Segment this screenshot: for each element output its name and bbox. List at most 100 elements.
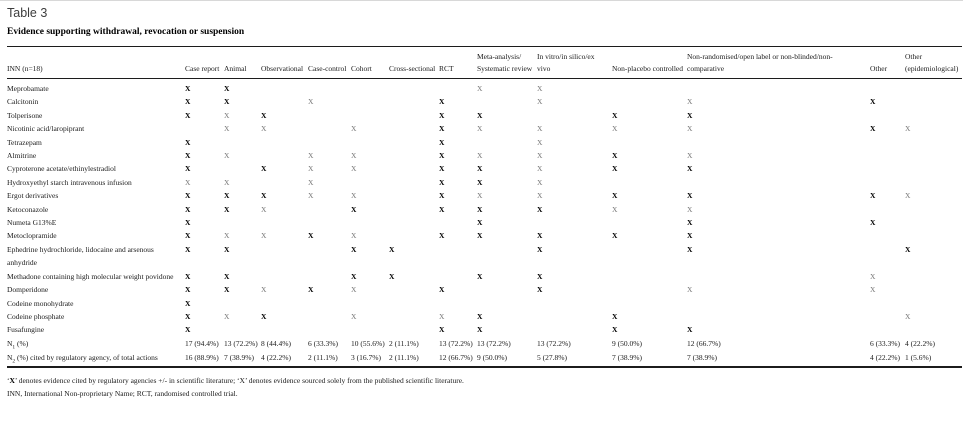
x-mark-literature: X [351, 151, 357, 161]
evidence-cell [870, 229, 905, 242]
evidence-cell: X [224, 95, 261, 108]
evidence-cell [261, 216, 308, 229]
evidence-cell: X [537, 229, 612, 242]
x-mark-literature: X [612, 204, 618, 214]
evidence-table: INN (n=18) Case report Animal Observationa… [7, 46, 962, 368]
evidence-cell: X [439, 162, 477, 175]
evidence-cell [389, 162, 439, 175]
evidence-cell [439, 270, 477, 283]
evidence-cell: X [687, 203, 870, 216]
x-mark-literature: X [224, 124, 230, 134]
column-header-inn: INN (n=18) [7, 46, 185, 79]
evidence-cell [261, 95, 308, 108]
evidence-cell: X [185, 270, 224, 283]
inn-cell: Ephedrine hydrochloride, lidocaine and a… [7, 244, 154, 268]
evidence-cell [261, 323, 308, 336]
evidence-cell [905, 323, 962, 336]
summary-value: 6 (33.3%) [870, 338, 900, 348]
x-mark-literature: X [477, 84, 483, 93]
evidence-cell: X [224, 189, 261, 202]
evidence-cell [351, 323, 389, 336]
evidence-cell: X [439, 136, 477, 149]
evidence-cell [612, 79, 687, 96]
evidence-cell [308, 323, 351, 336]
evidence-cell [308, 297, 351, 310]
column-header: Non-randomised/​open label or non-blinde… [687, 46, 870, 79]
table-row: Calcitonin X X X X X X X [7, 95, 962, 108]
evidence-cell: X [687, 243, 870, 270]
column-header: Animal [224, 46, 261, 79]
x-mark-literature: X [308, 191, 314, 201]
evidence-cell: X [308, 283, 351, 296]
inn-cell: Domperidone [7, 285, 49, 295]
header-row: INN (n=18) Case report Animal Observationa… [7, 46, 962, 79]
table-label: Table 3 [7, 6, 48, 20]
evidence-cell: X [439, 229, 477, 242]
x-mark-literature: X [261, 231, 267, 241]
evidence-cell [389, 216, 439, 229]
x-mark-literature: X [687, 151, 693, 161]
evidence-cell: X [612, 310, 687, 323]
x-mark-literature: X [351, 285, 357, 295]
inn-cell: Cyproterone acetate/ethinylestradiol [7, 164, 116, 174]
evidence-cell: X [224, 310, 261, 323]
x-mark-literature: X [537, 191, 543, 201]
evidence-cell: X [351, 283, 389, 296]
x-mark-literature: X [905, 124, 911, 134]
evidence-cell: X [477, 310, 537, 323]
footnote-text: ’ denotes evidence cited by regulatory a… [14, 375, 240, 385]
x-mark-regulatory: X [905, 244, 911, 254]
table-row: Cyproterone acetate/ethinylestradiol X X X X… [7, 162, 962, 175]
x-mark-regulatory: X [185, 231, 191, 241]
x-mark-regulatory: X [687, 231, 693, 241]
inn-cell: Metoclopramide [7, 231, 57, 241]
x-mark-regulatory: X [477, 177, 483, 187]
evidence-cell: X [612, 229, 687, 242]
evidence-cell: X [308, 176, 351, 189]
evidence-cell [905, 162, 962, 175]
evidence-cell: X [477, 270, 537, 283]
evidence-cell [477, 297, 537, 310]
evidence-cell [439, 297, 477, 310]
summary-value: 4 (22.2%) [905, 338, 935, 348]
evidence-cell: X [224, 229, 261, 242]
evidence-cell [905, 270, 962, 283]
evidence-cell [389, 79, 439, 96]
summary-value: 7 (38.9%) [612, 353, 642, 363]
evidence-cell: X [537, 122, 612, 135]
x-mark-regulatory: X [477, 311, 483, 321]
column-header: Other (epidemiological) [905, 46, 962, 79]
footnote-legend: ‘X’ denotes evidence cited by regulatory… [7, 374, 962, 388]
x-mark-regulatory: X [439, 285, 445, 295]
evidence-cell: X [537, 270, 612, 283]
evidence-cell: X [224, 283, 261, 296]
table-row: Codeine monohydrate X [7, 297, 962, 310]
evidence-cell: X [185, 243, 224, 270]
evidence-cell [389, 149, 439, 162]
x-mark-regulatory: X [185, 285, 191, 295]
evidence-cell [261, 79, 308, 96]
x-mark-regulatory: X [224, 191, 230, 201]
footnote-text: ’ denotes evidence sourced solely from t… [244, 375, 464, 385]
evidence-cell [308, 216, 351, 229]
x-mark-literature: X [537, 97, 543, 107]
table-row: Codeine phosphate X X X X X X X X [7, 310, 962, 323]
x-mark-literature: X [224, 231, 230, 241]
summary-value: 13 (72.2%) [537, 338, 571, 348]
evidence-cell: X [870, 216, 905, 229]
evidence-cell: X [612, 323, 687, 336]
x-mark-regulatory: X [185, 151, 191, 161]
evidence-cell [439, 243, 477, 270]
evidence-cell [389, 229, 439, 242]
evidence-cell [389, 95, 439, 108]
inn-cell: Tolperisone [7, 110, 43, 120]
evidence-cell [308, 136, 351, 149]
summary-value: 17 (94.4%) [185, 338, 219, 348]
x-mark-literature: X [261, 285, 267, 295]
x-mark-regulatory: X [870, 191, 876, 201]
evidence-cell [389, 297, 439, 310]
evidence-cell: X [477, 109, 537, 122]
column-header: Cohort [351, 46, 389, 79]
x-mark-regulatory: X [612, 151, 618, 161]
x-mark-regulatory: X [870, 218, 876, 228]
